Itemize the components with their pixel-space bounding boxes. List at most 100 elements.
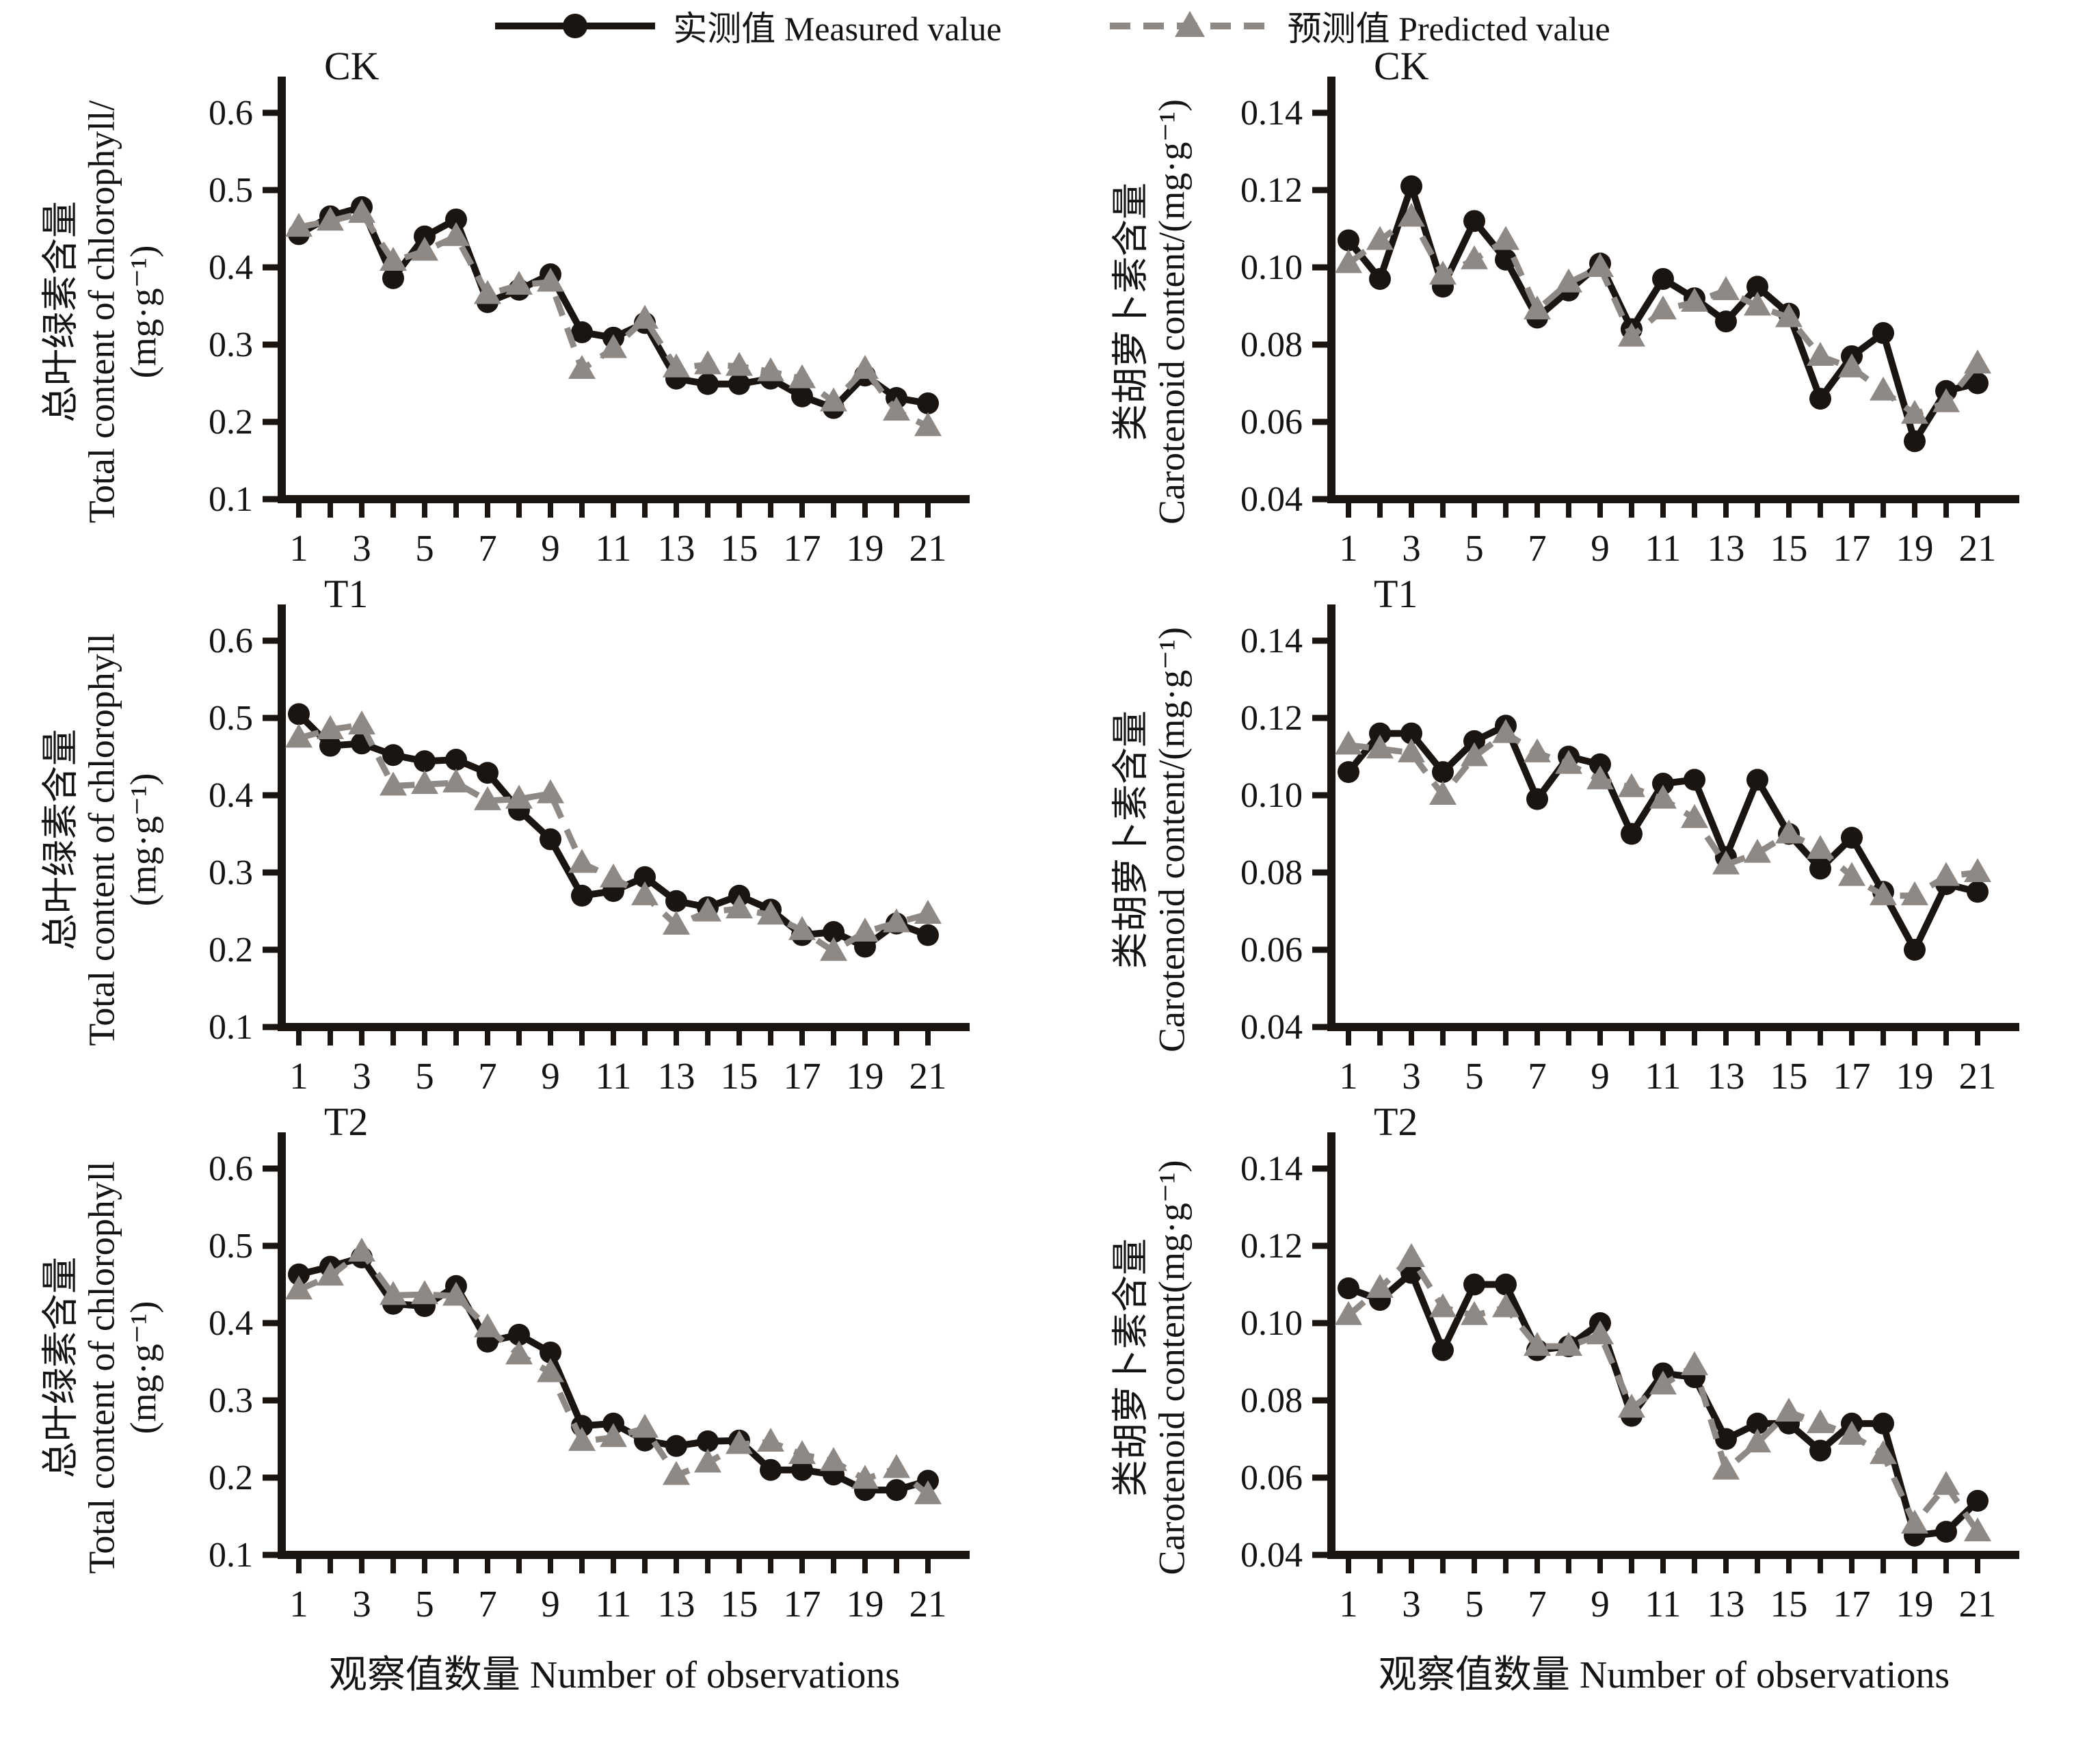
svg-text:3: 3 bbox=[1402, 527, 1421, 568]
svg-text:0.10: 0.10 bbox=[1240, 776, 1303, 815]
svg-text:11: 11 bbox=[1645, 1583, 1682, 1623]
svg-text:19: 19 bbox=[1896, 1055, 1934, 1095]
svg-text:1: 1 bbox=[1339, 1583, 1358, 1623]
y-axis-label-en: Carotenoid content/(mg·g⁻¹) bbox=[1152, 626, 1193, 1053]
svg-text:0.06: 0.06 bbox=[1240, 1458, 1303, 1497]
svg-text:5: 5 bbox=[415, 527, 434, 568]
y-axis-label-cn: 类胡萝卜素含量 bbox=[1110, 1238, 1152, 1497]
svg-text:15: 15 bbox=[1770, 1583, 1808, 1623]
row-ck: 总叶绿素含量 Total content of chlorophyll/ (mg… bbox=[0, 48, 2100, 576]
svg-text:0.6: 0.6 bbox=[209, 94, 253, 133]
svg-text:19: 19 bbox=[1896, 1583, 1934, 1623]
svg-text:13: 13 bbox=[658, 1583, 695, 1623]
svg-text:0.1: 0.1 bbox=[209, 1008, 253, 1047]
y-axis-label-en: Total content of chlorophyll bbox=[81, 1161, 122, 1574]
svg-text:15: 15 bbox=[721, 527, 758, 568]
svg-text:9: 9 bbox=[541, 1583, 560, 1623]
line-chart-ck-carotenoid: 0.140.120.100.080.060.041 3 5 7 9 11 13 15 17 19 2… bbox=[1240, 48, 2019, 568]
y-axis-label-unit: (mg·g⁻¹) bbox=[122, 1301, 164, 1435]
svg-text:0.4: 0.4 bbox=[209, 1304, 253, 1343]
svg-text:0.08: 0.08 bbox=[1240, 1381, 1303, 1420]
svg-text:3: 3 bbox=[1402, 1055, 1421, 1095]
svg-text:CK: CK bbox=[1374, 48, 1429, 88]
svg-text:0.12: 0.12 bbox=[1240, 171, 1303, 210]
svg-text:19: 19 bbox=[847, 1055, 884, 1095]
svg-text:9: 9 bbox=[541, 527, 560, 568]
y-axis-label-t2-chlorophyll: 总叶绿素含量 Total content of chlorophyll (mg·… bbox=[25, 1104, 179, 1631]
svg-text:13: 13 bbox=[1707, 527, 1745, 568]
svg-text:0.5: 0.5 bbox=[209, 1227, 253, 1266]
svg-text:21: 21 bbox=[909, 1583, 947, 1623]
svg-text:0.2: 0.2 bbox=[209, 403, 253, 442]
svg-text:3: 3 bbox=[352, 1055, 371, 1095]
svg-text:0.2: 0.2 bbox=[209, 931, 253, 970]
y-axis-label-cn: 类胡萝卜素含量 bbox=[1110, 710, 1152, 969]
svg-text:0.06: 0.06 bbox=[1240, 403, 1303, 442]
svg-text:0.10: 0.10 bbox=[1240, 1304, 1303, 1343]
svg-text:21: 21 bbox=[909, 527, 947, 568]
line-chart-t2-carotenoid: 0.140.120.100.080.060.041 3 5 7 9 11 13 15 17 19 2… bbox=[1240, 1104, 2019, 1623]
svg-text:5: 5 bbox=[1465, 1055, 1484, 1095]
svg-text:T2: T2 bbox=[1374, 1104, 1418, 1144]
svg-text:0.1: 0.1 bbox=[209, 480, 253, 519]
svg-text:13: 13 bbox=[658, 527, 695, 568]
legend-item-predicted: 预测值 Predicted value bbox=[1104, 1, 1610, 51]
svg-text:21: 21 bbox=[1959, 1055, 1997, 1095]
svg-text:11: 11 bbox=[1645, 1055, 1682, 1095]
x-axis-captions: 观察值数量 Number of observations 观察值数量 Numbe… bbox=[0, 1631, 2100, 1703]
panel-ck-chlorophyll: 总叶绿素含量 Total content of chlorophyll/ (mg… bbox=[0, 48, 1050, 576]
y-axis-label-unit: (mg·g⁻¹) bbox=[122, 245, 164, 379]
x-axis-caption-right: 观察值数量 Number of observations bbox=[1378, 1654, 1950, 1696]
svg-text:0.2: 0.2 bbox=[209, 1458, 253, 1497]
svg-text:T1: T1 bbox=[324, 576, 368, 616]
svg-text:0.14: 0.14 bbox=[1240, 622, 1303, 661]
x-axis-caption-left: 观察值数量 Number of observations bbox=[328, 1654, 901, 1696]
legend-item-measured: 实测值 Measured value bbox=[490, 1, 1002, 51]
svg-text:9: 9 bbox=[1591, 527, 1610, 568]
svg-text:15: 15 bbox=[1770, 527, 1808, 568]
svg-text:17: 17 bbox=[1833, 1583, 1871, 1623]
svg-text:17: 17 bbox=[784, 527, 821, 568]
y-axis-label-en: Carotenoid content/(mg·g⁻¹) bbox=[1152, 98, 1193, 525]
svg-text:0.3: 0.3 bbox=[209, 325, 253, 364]
svg-text:T1: T1 bbox=[1374, 576, 1418, 616]
svg-text:9: 9 bbox=[1591, 1055, 1610, 1095]
svg-text:7: 7 bbox=[478, 527, 497, 568]
svg-text:13: 13 bbox=[1707, 1583, 1745, 1623]
legend-label-predicted: 预测值 Predicted value bbox=[1287, 10, 1610, 48]
y-axis-label-cn: 总叶绿素含量 bbox=[40, 729, 81, 951]
svg-text:0.08: 0.08 bbox=[1240, 325, 1303, 364]
svg-text:7: 7 bbox=[478, 1055, 497, 1095]
svg-text:11: 11 bbox=[1645, 527, 1682, 568]
svg-text:7: 7 bbox=[1528, 527, 1547, 568]
svg-text:15: 15 bbox=[721, 1583, 758, 1623]
panel-ck-carotenoid: 类胡萝卜素含量 Carotenoid content/(mg·g⁻¹) 0.14… bbox=[1050, 48, 2099, 576]
svg-text:9: 9 bbox=[1591, 1583, 1610, 1623]
svg-text:CK: CK bbox=[324, 48, 380, 88]
svg-text:21: 21 bbox=[1959, 527, 1997, 568]
svg-text:0.4: 0.4 bbox=[209, 776, 253, 815]
svg-text:17: 17 bbox=[784, 1055, 821, 1095]
y-axis-label-en: Carotenoid content(mg·g⁻¹) bbox=[1152, 1160, 1193, 1575]
svg-text:3: 3 bbox=[352, 1583, 371, 1623]
svg-text:9: 9 bbox=[541, 1055, 560, 1095]
svg-text:13: 13 bbox=[1707, 1055, 1745, 1095]
svg-text:17: 17 bbox=[1833, 527, 1871, 568]
svg-text:0.12: 0.12 bbox=[1240, 699, 1303, 738]
y-axis-label-t1-carotenoid: 类胡萝卜素含量 Carotenoid content/(mg·g⁻¹) bbox=[1074, 576, 1229, 1104]
svg-text:3: 3 bbox=[352, 527, 371, 568]
svg-text:0.04: 0.04 bbox=[1240, 1536, 1303, 1575]
svg-text:21: 21 bbox=[909, 1055, 947, 1095]
line-chart-t1-carotenoid: 0.140.120.100.080.060.041 3 5 7 9 11 13 15 17 19 2… bbox=[1240, 576, 2019, 1095]
svg-text:19: 19 bbox=[847, 1583, 884, 1623]
svg-text:11: 11 bbox=[596, 527, 632, 568]
svg-text:5: 5 bbox=[415, 1583, 434, 1623]
legend: 实测值 Measured value 预测值 Predicted value bbox=[0, 4, 2100, 48]
y-axis-label-ck-carotenoid: 类胡萝卜素含量 Carotenoid content/(mg·g⁻¹) bbox=[1074, 48, 1229, 576]
svg-text:0.6: 0.6 bbox=[209, 1149, 253, 1188]
svg-text:1: 1 bbox=[289, 1055, 308, 1095]
svg-text:21: 21 bbox=[1959, 1583, 1997, 1623]
svg-text:7: 7 bbox=[1528, 1583, 1547, 1623]
